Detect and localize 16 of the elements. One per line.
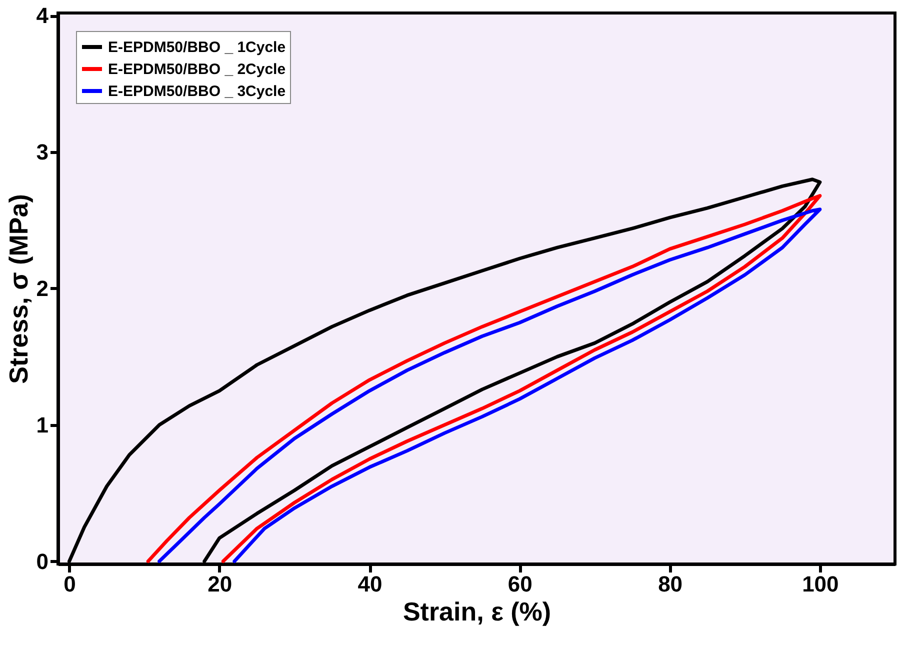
y-tick-label: 2 <box>36 276 48 301</box>
x-tick-label: 40 <box>358 572 382 596</box>
x-tick-label: 60 <box>508 572 532 596</box>
x-tick-label: 20 <box>208 572 232 596</box>
y-tick-label: 0 <box>36 548 48 574</box>
y-axis-title: Stress, σ (MPa) <box>3 194 34 384</box>
y-tick-label: 4 <box>36 3 50 28</box>
x-tick-label: 100 <box>802 572 839 596</box>
x-tick-label: 0 <box>64 572 76 596</box>
legend-label: E-EPDM50/BBO _ 3Cycle <box>108 83 286 100</box>
y-tick-label: 1 <box>36 412 48 438</box>
x-tick-label: 80 <box>658 572 683 596</box>
legend-label: E-EPDM50/BBO _ 1Cycle <box>108 39 286 56</box>
x-axis-title: Strain, ε (%) <box>402 596 552 626</box>
y-tick-label: 3 <box>36 140 48 165</box>
legend-label: E-EPDM50/BBO _ 2Cycle <box>108 61 286 78</box>
